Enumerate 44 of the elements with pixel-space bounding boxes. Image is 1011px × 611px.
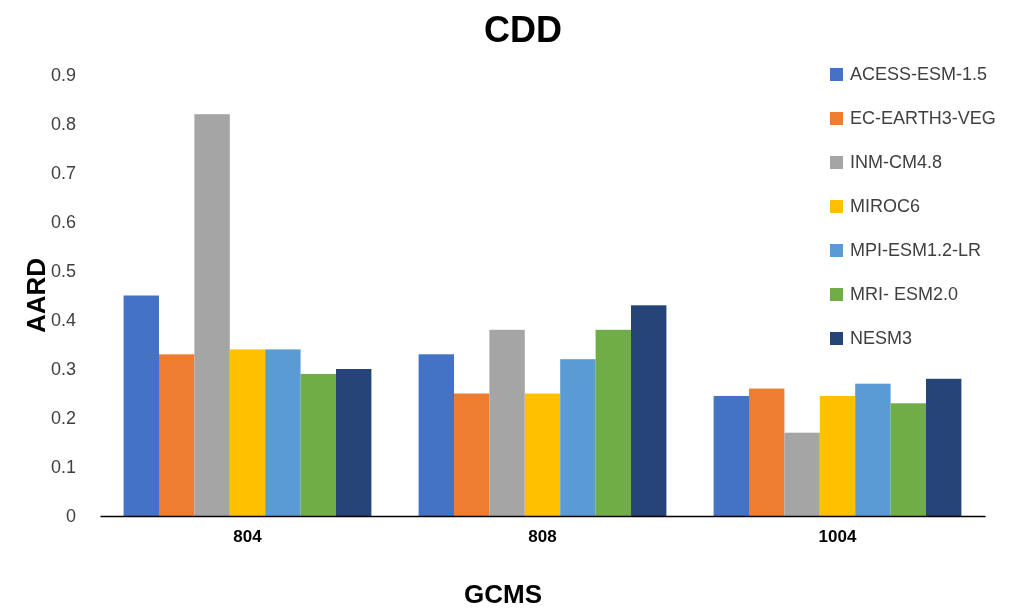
bar xyxy=(229,349,266,516)
bar xyxy=(890,403,926,516)
bar xyxy=(300,373,336,516)
bar xyxy=(418,354,454,516)
legend-label: MRI- ESM2.0 xyxy=(850,284,959,304)
bar xyxy=(489,329,525,516)
y-axis-title: AARD xyxy=(21,257,51,334)
legend-label: MIROC6 xyxy=(850,196,921,216)
y-tick-label: 0.7 xyxy=(50,163,76,184)
bar xyxy=(855,383,891,516)
bar xyxy=(454,393,490,516)
x-tick-label: 808 xyxy=(528,527,557,547)
legend-label: ACESS-ESM-1.5 xyxy=(850,64,988,84)
y-tick-label: 0.3 xyxy=(50,359,76,380)
y-tick-label: 0.1 xyxy=(50,457,76,478)
y-tick-label: 0 xyxy=(65,506,76,527)
y-tick-label: 0.4 xyxy=(50,310,76,331)
bar xyxy=(926,378,962,516)
bar xyxy=(159,354,195,516)
bar xyxy=(123,295,159,516)
bar xyxy=(265,349,301,516)
bar xyxy=(194,114,230,516)
legend-label: INM-CM4.8 xyxy=(850,152,943,172)
y-tick-label: 0.6 xyxy=(50,212,76,233)
bar xyxy=(631,305,667,516)
y-tick-label: 0.9 xyxy=(50,65,76,86)
legend-label: EC-EARTH3-VEG xyxy=(850,108,996,128)
y-tick-label: 0.5 xyxy=(50,261,76,282)
bar xyxy=(595,329,631,516)
y-tick-label: 0.8 xyxy=(50,114,76,135)
legend-label: MPI-ESM1.2-LR xyxy=(850,240,982,260)
bar xyxy=(560,359,596,516)
y-tick-label: 0.2 xyxy=(50,408,76,429)
bar xyxy=(524,393,561,516)
x-tick-label: 804 xyxy=(233,527,263,547)
bar xyxy=(784,432,820,516)
chart-title: CDD xyxy=(484,9,562,50)
bar xyxy=(336,369,372,516)
legend-label: NESM3 xyxy=(850,328,913,348)
bar xyxy=(749,388,785,516)
bar xyxy=(819,395,856,516)
bar xyxy=(713,395,749,516)
x-tick-label: 1004 xyxy=(818,527,857,547)
x-axis-title: GCMS xyxy=(464,579,542,609)
